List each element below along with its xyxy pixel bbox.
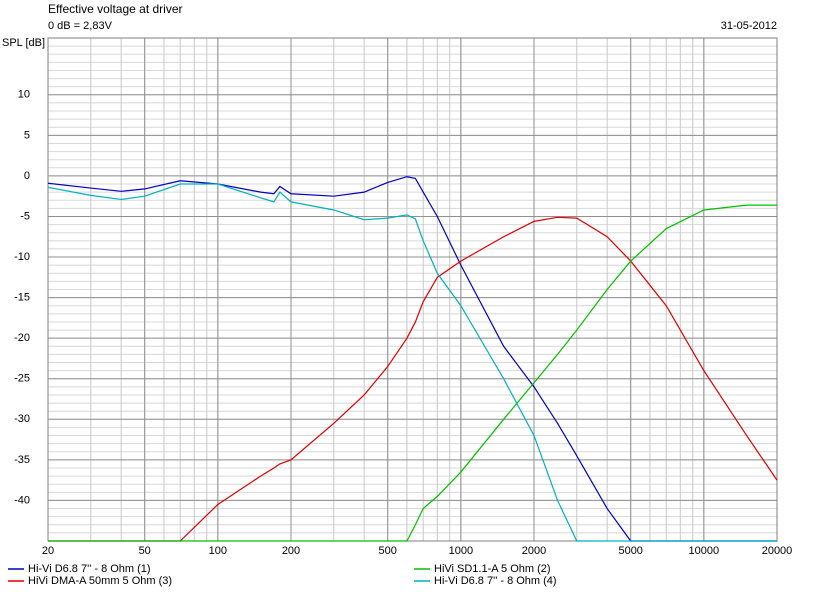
plot-frame (47, 37, 778, 542)
y-tick-label: -10 (14, 251, 30, 263)
y-tick-label: -25 (14, 373, 30, 385)
series-line (48, 216, 778, 542)
legend-label: Hi-Vi D6.8 7'' - 8 Ohm (1) (28, 563, 151, 575)
chart-title: Effective voltage at driver (48, 2, 183, 16)
y-axis-label: SPL [dB] (2, 37, 45, 49)
x-tick-label: 500 (379, 545, 397, 557)
legend-label: Hi-Vi D6.8 7'' - 8 Ohm (4) (434, 575, 557, 587)
x-tick-label: 50 (139, 545, 151, 557)
series-line (48, 204, 777, 542)
chart-subtitle: 0 dB = 2,83V (48, 20, 113, 32)
x-tick-label: 20 (42, 545, 54, 557)
y-tick-label: 10 (18, 89, 30, 101)
x-tick-label: 100 (209, 545, 227, 557)
y-tick-label: -5 (20, 210, 30, 222)
y-tick-label: -35 (14, 454, 30, 466)
x-tick-label: 20000 (762, 545, 793, 557)
y-tick-label: 5 (24, 129, 30, 141)
series-line (47, 176, 777, 542)
y-tick-label: -30 (14, 413, 30, 425)
y-tick-label: -40 (14, 494, 30, 506)
x-tick-label: 200 (282, 545, 300, 557)
x-tick-label: 10000 (689, 545, 720, 557)
x-tick-label: 5000 (618, 545, 642, 557)
x-tick-label: 2000 (522, 545, 546, 557)
x-tick-label: 1000 (449, 545, 473, 557)
legend-label: HiVi DMA-A 50mm 5 Ohm (3) (28, 575, 172, 587)
y-tick-label: 0 (24, 170, 30, 182)
chart-date: 31-05-2012 (721, 20, 777, 32)
series-line (47, 183, 777, 542)
y-tick-label: -15 (14, 292, 30, 304)
y-tick-label: -20 (14, 332, 30, 344)
legend-label: HiVi SD1.1-A 5 Ohm (2) (434, 563, 551, 575)
